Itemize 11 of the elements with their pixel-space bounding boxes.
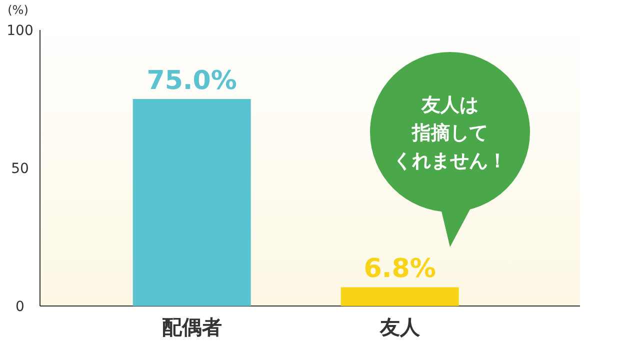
annotation: くれません！ bbox=[393, 150, 507, 172]
y-tick-label: 0 bbox=[16, 299, 24, 315]
y-axis-title: (%) bbox=[8, 3, 28, 17]
data-label: 6.8% bbox=[364, 254, 436, 284]
annotation: 友人は bbox=[420, 94, 478, 116]
y-tick-label: 100 bbox=[6, 23, 34, 39]
data-label: 75.0% bbox=[146, 66, 237, 96]
y-tick-label: 50 bbox=[11, 161, 29, 177]
x-tick-label: 配偶者 bbox=[162, 315, 222, 339]
annotation: 指摘して bbox=[411, 122, 488, 144]
x-tick-label: 友人 bbox=[378, 315, 421, 339]
